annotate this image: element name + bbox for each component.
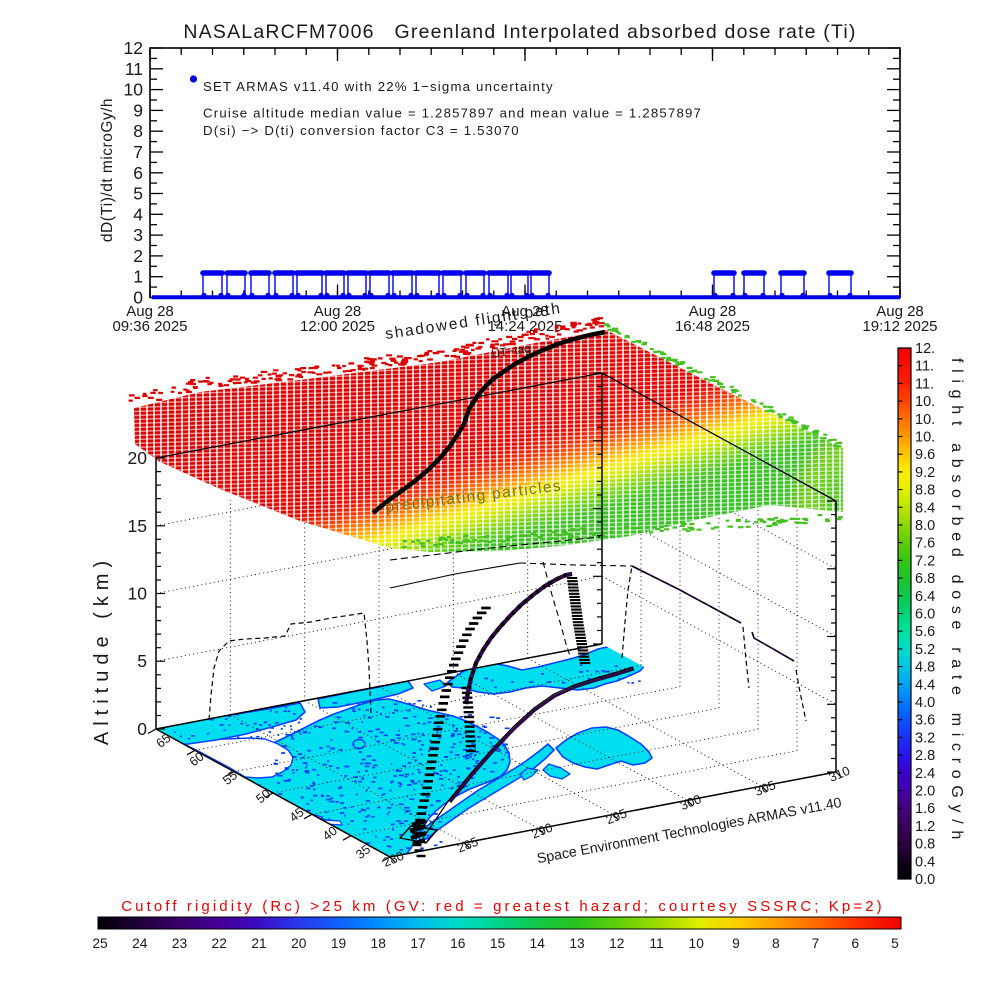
svg-text:280: 280 <box>381 848 406 870</box>
svg-text:9: 9 <box>133 100 143 120</box>
svg-text:20: 20 <box>291 936 307 951</box>
svg-text:1: 1 <box>133 267 143 287</box>
svg-text:11: 11 <box>649 936 663 951</box>
svg-text:12: 12 <box>124 38 143 58</box>
svg-text:8.4: 8.4 <box>915 500 935 516</box>
svg-text:3: 3 <box>133 225 143 245</box>
svg-text:18: 18 <box>371 936 387 951</box>
svg-text:5.6: 5.6 <box>915 624 935 640</box>
svg-text:19:12 2025: 19:12 2025 <box>862 318 937 335</box>
svg-text:14:24 2025: 14:24 2025 <box>487 318 562 335</box>
svg-text:7: 7 <box>812 936 820 951</box>
svg-text:19: 19 <box>331 936 347 951</box>
svg-text:295: 295 <box>604 805 629 827</box>
svg-text:4.0: 4.0 <box>915 695 935 711</box>
svg-text:0: 0 <box>137 719 147 739</box>
svg-text:1.2: 1.2 <box>915 819 935 835</box>
svg-text:2.8: 2.8 <box>915 748 935 764</box>
svg-text:21: 21 <box>251 936 266 951</box>
svg-text:8.0: 8.0 <box>915 518 935 534</box>
svg-text:6.4: 6.4 <box>915 589 935 605</box>
svg-text:8.8: 8.8 <box>915 483 935 499</box>
svg-text:4: 4 <box>133 204 143 224</box>
svg-text:22: 22 <box>212 936 227 951</box>
svg-text:11.: 11. <box>915 359 934 375</box>
svg-text:12:00 2025: 12:00 2025 <box>300 318 375 335</box>
svg-text:285: 285 <box>455 834 480 856</box>
svg-text:NASALaRCFM7006 Greenland Int: NASALaRCFM7006 Greenland Interpolated ab… <box>183 21 856 43</box>
svg-text:09:36 2025: 09:36 2025 <box>112 318 187 335</box>
svg-text:Aug 28: Aug 28 <box>876 303 924 320</box>
svg-text:0: 0 <box>133 288 143 308</box>
svg-text:25: 25 <box>92 936 108 951</box>
svg-text:3.2: 3.2 <box>915 730 935 746</box>
svg-text:6: 6 <box>851 936 859 951</box>
svg-text:6: 6 <box>133 163 143 183</box>
svg-text:8: 8 <box>133 121 143 141</box>
svg-text:11.: 11. <box>915 376 934 392</box>
svg-text:16: 16 <box>450 936 466 951</box>
svg-text:10.: 10. <box>915 394 935 410</box>
svg-text:1.6: 1.6 <box>915 801 935 817</box>
svg-text:12: 12 <box>609 936 624 951</box>
svg-text:14: 14 <box>530 936 546 951</box>
svg-text:310: 310 <box>827 763 852 785</box>
svg-text:17: 17 <box>410 936 425 951</box>
svg-text:9.2: 9.2 <box>915 465 935 481</box>
svg-text:Aug 28: Aug 28 <box>126 303 174 320</box>
svg-text:6.0: 6.0 <box>915 607 935 623</box>
svg-text:Cruise altitude median value =: Cruise altitude median value = 1.2857897… <box>203 106 702 121</box>
svg-text:Cutoff rigidity (Rc) >25 km (G: Cutoff rigidity (Rc) >25 km (GV: red = g… <box>121 898 885 915</box>
svg-text:7.6: 7.6 <box>915 536 935 552</box>
svg-text:5: 5 <box>137 651 147 671</box>
svg-text:10.: 10. <box>915 430 935 446</box>
svg-text:0.0: 0.0 <box>915 872 935 888</box>
svg-text:10.: 10. <box>915 412 935 428</box>
svg-text:8: 8 <box>772 936 780 951</box>
svg-text:UT−tag: UT−tag <box>490 341 531 361</box>
svg-text:7.2: 7.2 <box>915 553 935 569</box>
svg-text:16:48 2025: 16:48 2025 <box>675 318 750 335</box>
svg-text:0.4: 0.4 <box>915 854 935 870</box>
svg-text:0.8: 0.8 <box>915 837 935 853</box>
svg-text:4.8: 4.8 <box>915 660 935 676</box>
svg-text:300: 300 <box>678 791 703 813</box>
svg-text:10: 10 <box>124 80 144 100</box>
svg-text:23: 23 <box>172 936 188 951</box>
svg-text:10: 10 <box>128 584 148 604</box>
svg-text:2.4: 2.4 <box>915 766 935 782</box>
svg-text:SET ARMAS v11.40 with 22% 1−si: SET ARMAS v11.40 with 22% 1−sigma uncert… <box>203 79 554 94</box>
svg-text:flight absorbed dose rate micr: flight absorbed dose rate microGy/h <box>948 358 965 846</box>
svg-text:7: 7 <box>133 142 143 162</box>
svg-text:12.: 12. <box>915 341 935 357</box>
svg-text:Aug 28: Aug 28 <box>501 303 549 320</box>
svg-text:Aug 28: Aug 28 <box>314 303 362 320</box>
svg-text:4.4: 4.4 <box>915 677 935 693</box>
svg-text:5: 5 <box>891 936 899 951</box>
svg-text:290: 290 <box>529 820 554 842</box>
svg-text:305: 305 <box>752 777 777 799</box>
svg-text:20: 20 <box>128 448 148 468</box>
svg-text:D(si) −> D(ti) conversion fact: D(si) −> D(ti) conversion factor C3 = 1.… <box>203 123 520 138</box>
svg-text:15: 15 <box>490 936 506 951</box>
svg-text:2: 2 <box>133 246 143 266</box>
svg-text:9.6: 9.6 <box>915 447 935 463</box>
svg-text:3.6: 3.6 <box>915 713 935 729</box>
svg-text:24: 24 <box>132 936 148 951</box>
svg-text:11: 11 <box>125 59 143 79</box>
svg-text:13: 13 <box>569 936 585 951</box>
svg-text:Aug 28: Aug 28 <box>689 303 737 320</box>
svg-text:5.2: 5.2 <box>915 642 935 658</box>
svg-text:15: 15 <box>128 516 147 536</box>
svg-text:5: 5 <box>133 184 143 204</box>
svg-text:6.8: 6.8 <box>915 571 935 587</box>
svg-text:Altitude (km): Altitude (km) <box>91 555 113 745</box>
svg-text:dD(Ti)/dt microGy/h: dD(Ti)/dt microGy/h <box>99 98 116 242</box>
svg-text:9: 9 <box>732 936 740 951</box>
svg-text:10: 10 <box>689 936 705 951</box>
svg-text:2.0: 2.0 <box>915 784 935 800</box>
